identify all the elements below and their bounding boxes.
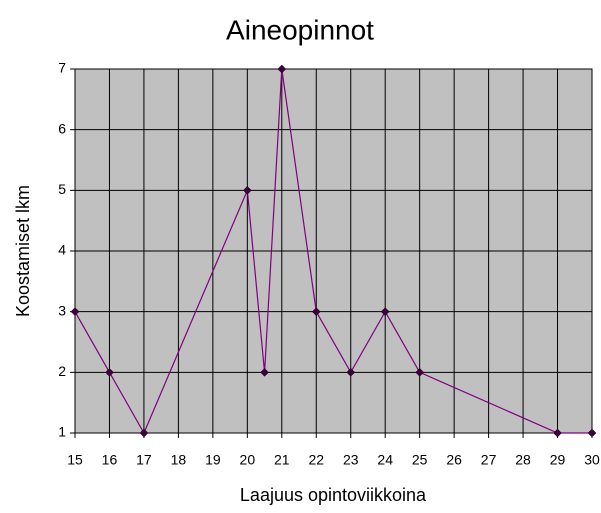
data-point xyxy=(70,307,80,317)
y-tick-label: 4 xyxy=(58,242,66,258)
data-point xyxy=(277,64,287,74)
x-tick-label: 25 xyxy=(412,452,428,468)
y-axis-label: Koostamiset lkm xyxy=(13,185,33,317)
data-point xyxy=(587,428,597,438)
data-point xyxy=(260,367,269,377)
data-point xyxy=(311,307,321,317)
x-tick-label: 28 xyxy=(515,452,531,468)
data-point xyxy=(346,367,356,377)
data-point xyxy=(415,367,425,377)
x-tick-label: 16 xyxy=(102,452,118,468)
data-point xyxy=(139,428,149,438)
x-tick-label: 24 xyxy=(377,452,393,468)
y-tick-label: 5 xyxy=(58,181,66,197)
x-tick-label: 15 xyxy=(67,452,83,468)
x-tick-label: 21 xyxy=(274,452,290,468)
x-tick-label: 22 xyxy=(308,452,324,468)
x-axis-label: Laajuus opintoviikkoina xyxy=(240,485,427,505)
chart-title: Aineopinnot xyxy=(226,14,374,45)
data-point xyxy=(553,428,562,438)
y-tick-label: 3 xyxy=(58,302,66,318)
x-tick-label: 17 xyxy=(136,452,152,468)
x-tick-label: 18 xyxy=(171,452,187,468)
data-point xyxy=(105,367,114,377)
y-tick-label: 2 xyxy=(58,363,66,379)
x-tick-label: 20 xyxy=(240,452,256,468)
x-tick-label: 29 xyxy=(550,452,566,468)
x-tick-label: 27 xyxy=(481,452,497,468)
data-line xyxy=(74,68,592,435)
y-tick-label: 7 xyxy=(58,60,66,76)
x-tick-label: 26 xyxy=(446,452,462,468)
y-tick-label: 1 xyxy=(58,424,66,440)
data-point xyxy=(380,307,390,317)
x-tick-label: 23 xyxy=(343,452,359,468)
x-tick-label: 30 xyxy=(584,452,600,468)
x-tick-label: 19 xyxy=(205,452,221,468)
y-tick-label: 6 xyxy=(58,120,66,136)
data-point xyxy=(242,185,252,195)
